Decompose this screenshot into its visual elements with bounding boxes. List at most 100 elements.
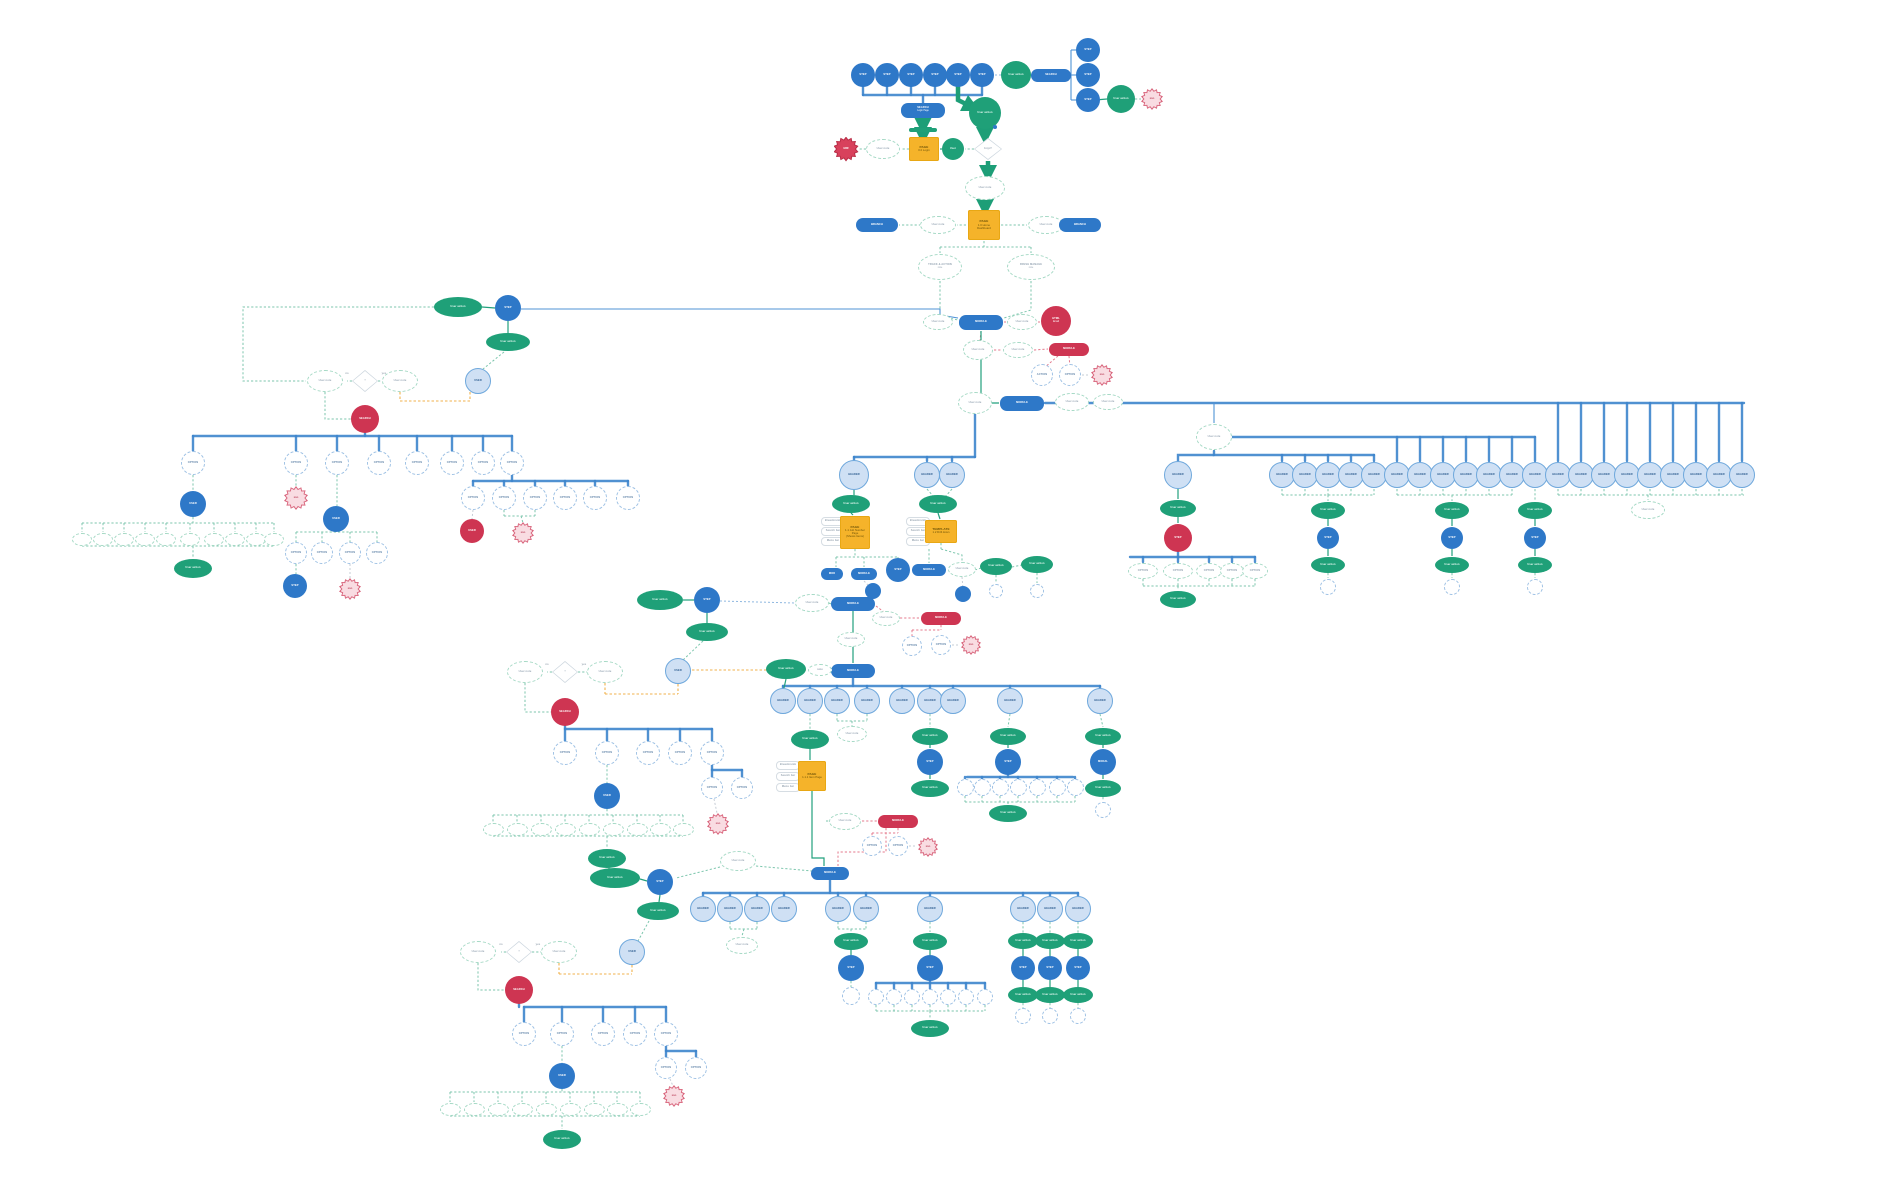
header-circle-42[interactable]: HEADER <box>1010 896 1036 922</box>
page-box-2[interactable]: PAGE 1.0 Home Dashboard <box>968 210 1000 240</box>
option-circle-57[interactable]: OPTION <box>550 1022 574 1046</box>
page-box-5[interactable]: PAGE 1.1.1 Item Page <box>798 761 826 791</box>
header-circle-43[interactable]: HEADER <box>1037 896 1063 922</box>
step-circle-7[interactable]: STEP <box>1076 38 1100 62</box>
note-ellipse-33[interactable] <box>114 532 134 546</box>
endpoint-starburst-6[interactable]: END <box>339 578 361 600</box>
note-ellipse-63[interactable] <box>629 1102 651 1116</box>
module-rect-1[interactable]: SEARCH Login Page <box>901 102 945 118</box>
endpoint-starburst-8[interactable]: END <box>707 813 729 835</box>
option-circle-42[interactable]: OPTION <box>366 542 388 564</box>
user-action-ellipse-26[interactable]: User action <box>1035 933 1065 949</box>
option-circle-19[interactable]: OPTION <box>888 836 908 856</box>
header-circle-17[interactable]: HEADER <box>1637 462 1663 488</box>
note-ellipse-25[interactable]: User note <box>837 726 867 742</box>
note-ellipse-30[interactable]: User note <box>382 370 418 392</box>
option-circle-49[interactable]: OPTION <box>553 741 577 765</box>
header-circle-24[interactable]: HEADER <box>914 462 940 488</box>
option-circle-9[interactable]: OPTION <box>931 635 951 655</box>
option-circle-27[interactable] <box>977 989 993 1005</box>
tag-pill-9[interactable]: Menu bar <box>776 782 800 792</box>
note-ellipse-61[interactable] <box>583 1102 605 1116</box>
option-circle-56[interactable]: OPTION <box>512 1022 536 1046</box>
header-circle-26[interactable]: HEADER <box>770 688 796 714</box>
module-rect-11[interactable]: MODULE <box>831 664 875 678</box>
note-ellipse-40[interactable] <box>264 532 284 546</box>
user-action-ellipse-12[interactable]: User action <box>1021 555 1053 573</box>
note-ellipse-12[interactable]: User note <box>1055 393 1089 411</box>
option-circle-28[interactable] <box>1015 1008 1031 1024</box>
note-ellipse-9[interactable]: User note <box>963 340 993 360</box>
user-action-ellipse-9[interactable]: User action <box>832 495 870 513</box>
step-circle-12[interactable]: STEP <box>1524 527 1546 549</box>
user-action-ellipse-11[interactable]: User action <box>980 557 1012 575</box>
step-circle-20[interactable]: STEP <box>917 955 943 981</box>
header-circle-28[interactable]: HEADER <box>824 688 850 714</box>
page-box-1[interactable]: PAGE 0.0 Login <box>909 137 939 161</box>
user-action-circle-2[interactable]: User action <box>1107 85 1135 113</box>
option-circle-39[interactable]: OPTION <box>285 542 307 564</box>
note-ellipse-24[interactable]: note <box>808 664 832 676</box>
note-ellipse-34[interactable] <box>135 532 155 546</box>
user-action-ellipse-3[interactable]: User action <box>1518 501 1552 519</box>
note-ellipse-39[interactable] <box>246 532 266 546</box>
step-circle-27[interactable]: STEP <box>283 574 307 598</box>
module-rect-7[interactable]: MOD <box>821 568 843 580</box>
header-circle-31[interactable]: HEADER <box>917 688 943 714</box>
header-circle-14[interactable]: HEADER <box>1568 462 1594 488</box>
note-ellipse-48[interactable] <box>578 822 600 836</box>
option-circle-21[interactable] <box>868 989 884 1005</box>
step-circle-1[interactable]: STEP <box>851 63 875 87</box>
note-ellipse-14[interactable]: User note <box>1196 424 1232 450</box>
step-circle-30[interactable]: STEP <box>647 869 673 895</box>
note-ellipse-29[interactable]: User note <box>307 370 343 392</box>
note-ellipse-35[interactable] <box>156 532 176 546</box>
user-action-ellipse-22[interactable]: User action <box>913 932 947 950</box>
user-action-ellipse-17[interactable]: User action <box>990 727 1026 745</box>
alert-step-circle-4[interactable]: USER <box>460 519 484 543</box>
user-action-ellipse-28[interactable]: User action <box>1063 933 1093 949</box>
header-circle-21[interactable]: HEADER <box>1729 462 1755 488</box>
header-circle-41[interactable]: HEADER <box>917 896 943 922</box>
alert-step-circle-2[interactable]: STEP <box>1164 524 1192 552</box>
note-ellipse-50[interactable] <box>626 822 648 836</box>
note-ellipse-26[interactable]: User note <box>829 812 861 830</box>
note-ellipse-49[interactable] <box>602 822 624 836</box>
note-ellipse-5[interactable]: TRACK & ACTION note <box>918 254 962 280</box>
note-ellipse-47[interactable] <box>554 822 576 836</box>
page-box-3[interactable]: PAGE 1.1 Job Number Page (Shows Items) <box>840 515 870 549</box>
user-action-ellipse-15[interactable]: User action <box>912 727 948 745</box>
option-circle-24[interactable] <box>922 989 938 1005</box>
note-ellipse-2[interactable]: User note <box>965 176 1005 200</box>
header-circle-32[interactable]: HEADER <box>940 688 966 714</box>
header-circle-4[interactable]: HEADER <box>1338 462 1364 488</box>
module-rect-4[interactable]: BRANCH <box>1059 218 1101 232</box>
user-action-circle-3[interactable]: User action <box>969 97 1001 129</box>
option-circle-26[interactable] <box>958 989 974 1005</box>
option-circle-31[interactable]: OPTION <box>181 451 205 475</box>
alert-step-circle-6[interactable]: SEARCH <box>505 976 533 1004</box>
header-circle-9[interactable]: HEADER <box>1453 462 1479 488</box>
header-circle-13[interactable]: HEADER <box>1545 462 1571 488</box>
step-circle-6[interactable]: STEP <box>970 63 994 87</box>
option-circle-2[interactable]: OPTION <box>1059 364 1081 386</box>
option-circle-40[interactable]: OPTION <box>311 542 333 564</box>
option-circle-17[interactable] <box>1095 802 1111 818</box>
tag-pill-8[interactable]: Search bar <box>776 771 800 781</box>
step-circle-13[interactable]: STEP <box>886 558 910 582</box>
option-circle-10[interactable] <box>956 778 974 796</box>
decision-diamond-1[interactable]: Forgot? <box>974 138 1002 160</box>
option-circle-43[interactable]: OPTION <box>461 486 485 510</box>
user-action-ellipse-16[interactable]: User action <box>911 779 949 797</box>
alert-module-rect-1[interactable]: MODULE <box>1049 342 1089 356</box>
option-circle-58[interactable]: OPTION <box>591 1022 615 1046</box>
note-ellipse-11[interactable]: User note <box>958 392 992 414</box>
note-ellipse-21[interactable]: User note <box>948 561 976 577</box>
header-circle-25[interactable]: HEADER <box>939 462 965 488</box>
endpoint-starburst-7[interactable]: END <box>512 522 534 544</box>
user-action-circle-1[interactable]: User action <box>1001 61 1031 89</box>
module-rect-8[interactable]: MODULE <box>851 568 877 580</box>
error-starburst-1[interactable]: ERR <box>833 136 859 162</box>
user-action-circle-4[interactable]: User <box>942 138 964 160</box>
decision-diamond-3[interactable]: ? <box>552 661 578 683</box>
